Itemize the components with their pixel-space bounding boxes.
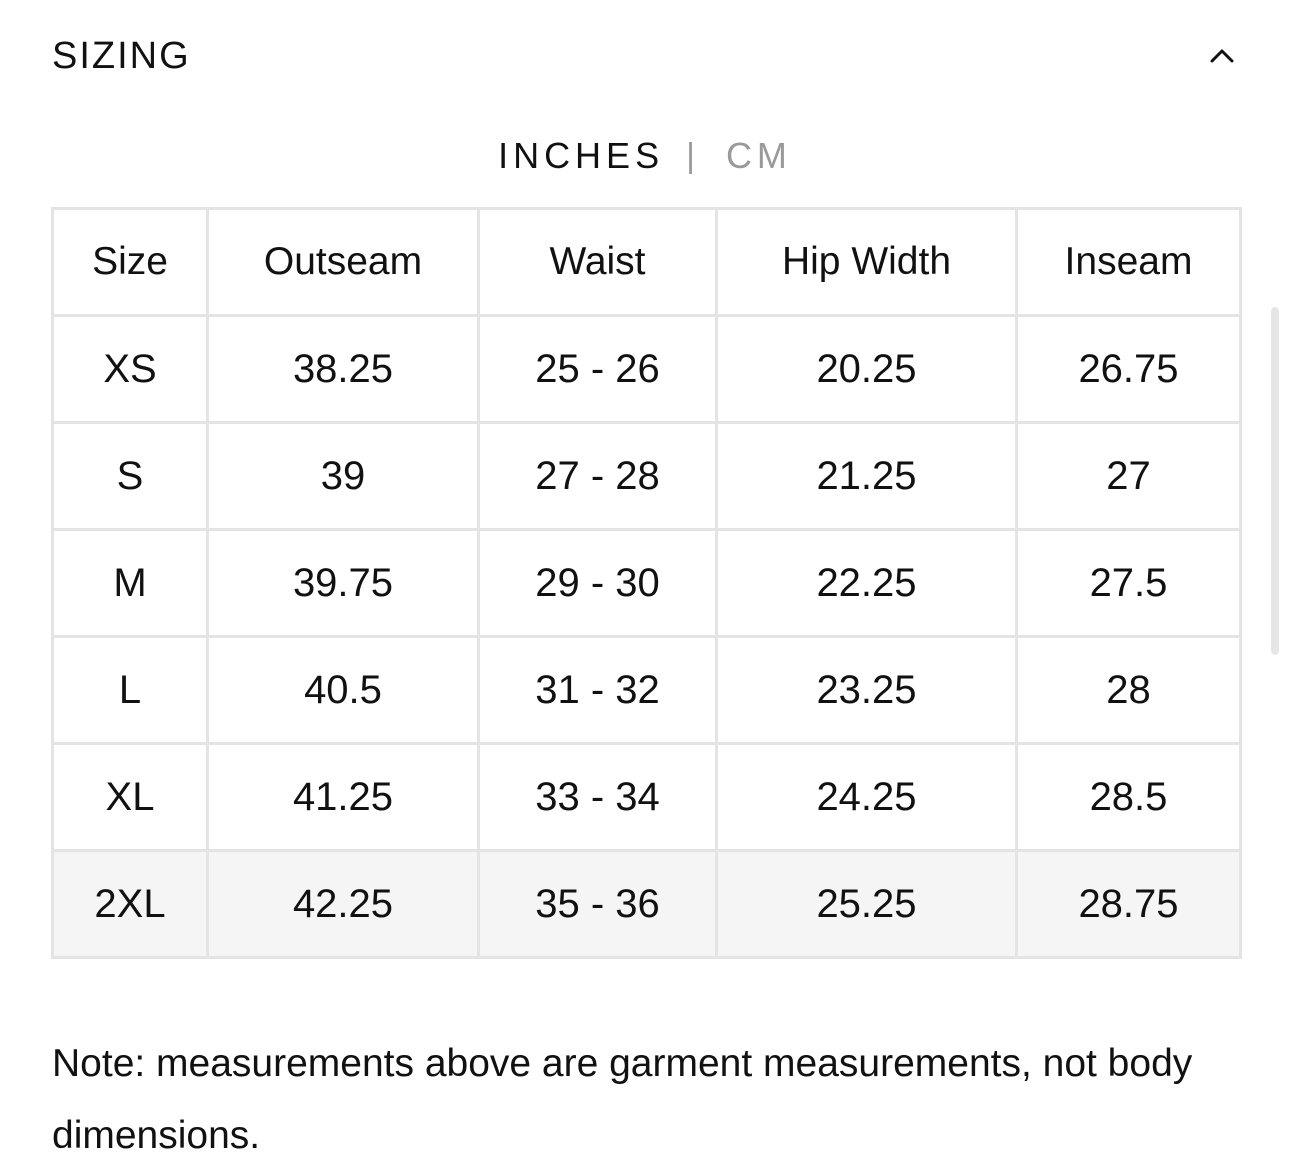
size-chart-table: Size Outseam Waist Hip Width Inseam XS 3… [51, 207, 1242, 959]
header-outseam: Outseam [206, 207, 480, 317]
unit-inches-option[interactable]: INCHES [498, 135, 665, 176]
size-cell: XS [51, 314, 209, 424]
inseam-cell: 27.5 [1015, 528, 1242, 638]
header-waist: Waist [477, 207, 718, 317]
outseam-cell: 39 [206, 421, 480, 531]
header-inseam: Inseam [1015, 207, 1242, 317]
size-cell: XL [51, 742, 209, 852]
inseam-cell: 28.75 [1015, 849, 1242, 959]
hip-width-cell: 23.25 [715, 635, 1018, 745]
header-size: Size [51, 207, 209, 317]
table-row: M 39.75 29 - 30 22.25 27.5 [51, 528, 1242, 638]
waist-cell: 25 - 26 [477, 314, 718, 424]
hip-width-cell: 24.25 [715, 742, 1018, 852]
unit-toggle: INCHES | CM [0, 128, 1290, 184]
outseam-cell: 41.25 [206, 742, 480, 852]
size-cell: S [51, 421, 209, 531]
size-cell: M [51, 528, 209, 638]
hip-width-cell: 25.25 [715, 849, 1018, 959]
waist-cell: 27 - 28 [477, 421, 718, 531]
outseam-cell: 40.5 [206, 635, 480, 745]
size-cell: 2XL [51, 849, 209, 959]
table-row: 2XL 42.25 35 - 36 25.25 28.75 [51, 849, 1242, 959]
table-row: XS 38.25 25 - 26 20.25 26.75 [51, 314, 1242, 424]
unit-separator: | [686, 136, 700, 175]
inseam-cell: 27 [1015, 421, 1242, 531]
waist-cell: 29 - 30 [477, 528, 718, 638]
table-row: S 39 27 - 28 21.25 27 [51, 421, 1242, 531]
size-cell: L [51, 635, 209, 745]
waist-cell: 31 - 32 [477, 635, 718, 745]
outseam-cell: 39.75 [206, 528, 480, 638]
waist-cell: 33 - 34 [477, 742, 718, 852]
table-row: L 40.5 31 - 32 23.25 28 [51, 635, 1242, 745]
header-hip-width: Hip Width [715, 207, 1018, 317]
inseam-cell: 28 [1015, 635, 1242, 745]
hip-width-cell: 22.25 [715, 528, 1018, 638]
inseam-cell: 26.75 [1015, 314, 1242, 424]
outseam-cell: 42.25 [206, 849, 480, 959]
chevron-up-icon [1210, 49, 1234, 63]
hip-width-cell: 21.25 [715, 421, 1018, 531]
waist-cell: 35 - 36 [477, 849, 718, 959]
hip-width-cell: 20.25 [715, 314, 1018, 424]
collapse-toggle-button[interactable] [1202, 36, 1242, 76]
sizing-section-header[interactable]: SIZING [52, 28, 1242, 84]
table-row: XL 41.25 33 - 34 24.25 28.5 [51, 742, 1242, 852]
scrollbar[interactable] [1271, 307, 1279, 655]
measurement-note: Note: measurements above are garment mea… [52, 1042, 1193, 1157]
outseam-cell: 38.25 [206, 314, 480, 424]
unit-cm-option[interactable]: CM [725, 135, 792, 176]
table-header-row: Size Outseam Waist Hip Width Inseam [51, 207, 1242, 317]
inseam-cell: 28.5 [1015, 742, 1242, 852]
section-title: SIZING [52, 34, 191, 77]
